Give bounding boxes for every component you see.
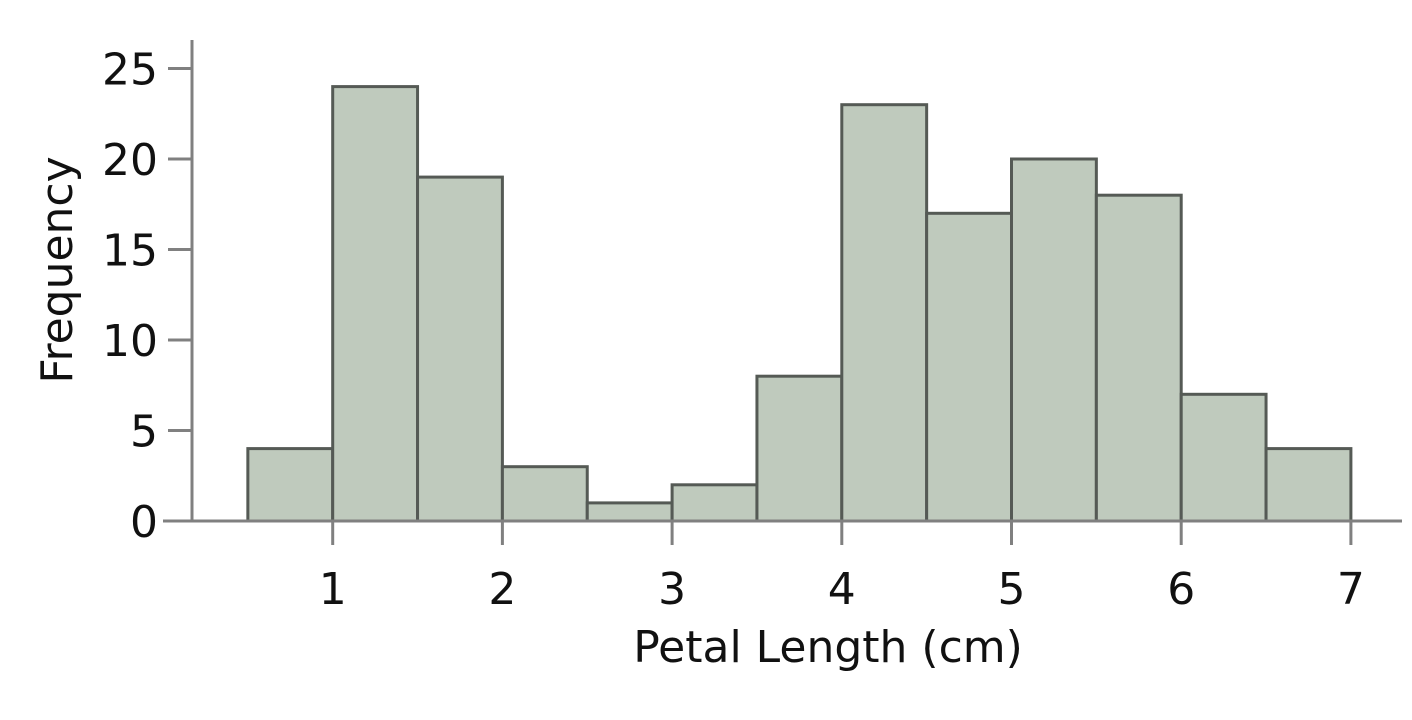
histogram-bar-8 [925,211,1014,523]
histogram-bar-2 [416,175,504,523]
y-tick-label-2: 10 [102,316,158,367]
x-tick-label-4: 5 [998,564,1026,615]
y-tick-label-0: 0 [130,497,158,548]
histogram-bar-5 [670,483,759,523]
histogram-bar-1 [331,85,420,523]
x-tick-label-1: 2 [488,564,516,615]
x-tick-label-5: 6 [1167,564,1195,615]
histogram-bar-7 [840,103,929,523]
axes-layer [163,40,1402,523]
y-axis-title: Frequency [32,156,83,383]
bars-layer [246,85,1353,523]
ticks-layer: 1 2 3 4 5 6 7 0 5 10 15 20 25 [102,45,1365,616]
x-tick-label-6: 7 [1337,564,1365,615]
histogram-bar-0 [246,447,335,523]
y-tick-label-1: 5 [130,407,158,458]
x-tick-label-3: 4 [828,564,856,615]
x-tick-label-2: 3 [658,564,686,615]
y-tick-label-3: 15 [102,226,158,277]
histogram-bar-11 [1179,392,1268,523]
x-tick-label-0: 1 [319,564,347,615]
x-axis-title: Petal Length (cm) [633,622,1023,673]
histogram-bar-3 [500,465,589,523]
histogram-bar-6 [755,374,844,523]
histogram-bar-10 [1094,193,1183,523]
histogram-bar-12 [1264,447,1353,523]
histogram-bar-9 [1010,157,1098,523]
y-tick-label-5: 25 [102,45,158,96]
histogram-bar-4 [585,501,674,523]
y-tick-label-4: 20 [102,135,158,186]
